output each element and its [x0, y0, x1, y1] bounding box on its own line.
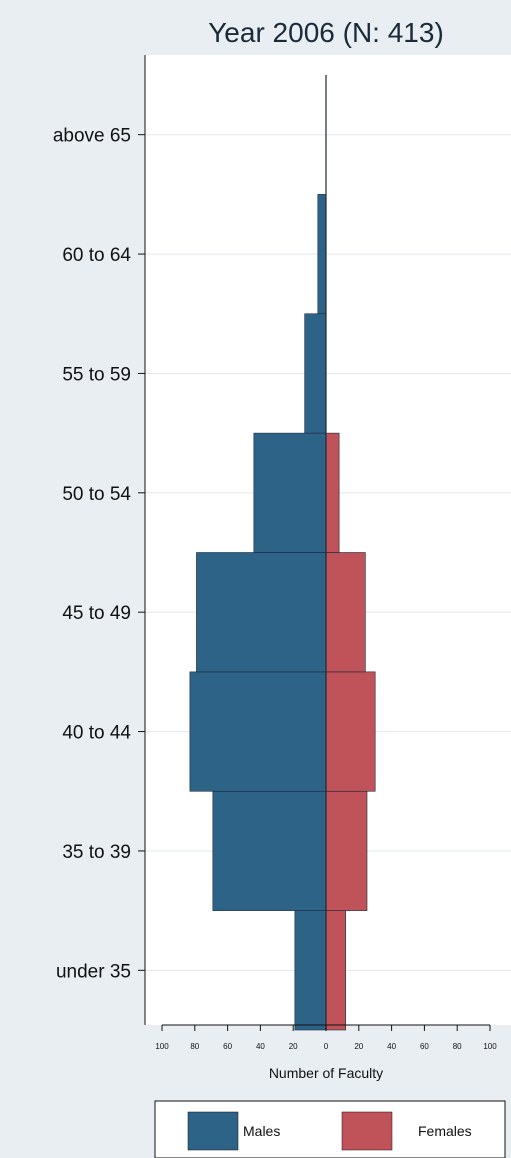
- bar-males-3: [196, 552, 327, 673]
- bar-males-0: [294, 910, 327, 1031]
- bar-females-2: [325, 671, 376, 792]
- y-tick-label-7: above 65: [53, 126, 131, 147]
- x-tick-label-9: 80: [453, 1042, 462, 1051]
- x-tick-label-8: 60: [420, 1042, 429, 1051]
- chart-title: Year 2006 (N: 413): [208, 17, 444, 48]
- legend-label-males: Males: [243, 1123, 280, 1139]
- x-tick-label-0: 100: [155, 1042, 169, 1051]
- bar-females-4: [325, 432, 340, 553]
- x-tick-label-7: 40: [387, 1042, 396, 1051]
- bar-males-6: [317, 194, 327, 315]
- y-tick-label-0: under 35: [56, 961, 131, 982]
- x-tick-label-5: 0: [324, 1042, 329, 1051]
- x-tick-label-6: 20: [354, 1042, 363, 1051]
- x-tick-label-2: 60: [223, 1042, 232, 1051]
- bar-females-0: [325, 910, 346, 1031]
- legend-swatch-males: [187, 1111, 239, 1151]
- bars: [189, 194, 376, 1031]
- y-tick-label-5: 55 to 59: [62, 364, 131, 385]
- bar-males-5: [304, 313, 327, 434]
- x-axis-label: Number of Faculty: [269, 1065, 383, 1081]
- bar-males-4: [253, 432, 327, 553]
- bar-males-1: [212, 790, 327, 911]
- legend-label-females: Females: [418, 1123, 472, 1139]
- legend: Males Females: [154, 1100, 506, 1158]
- y-tick-label-1: 35 to 39: [62, 842, 131, 863]
- x-tick-label-10: 100: [483, 1042, 497, 1051]
- bar-females-3: [325, 552, 366, 673]
- y-tick-label-6: 60 to 64: [62, 245, 131, 266]
- y-tick-label-2: 40 to 44: [62, 723, 131, 744]
- x-axis-ticks: 100 80 60 40 20 0 20 40 60 80 100: [155, 1025, 497, 1051]
- bar-females-1: [325, 790, 368, 911]
- x-tick-label-3: 40: [256, 1042, 265, 1051]
- x-tick-label-1: 80: [190, 1042, 199, 1051]
- y-tick-label-4: 50 to 54: [62, 484, 131, 505]
- bar-males-2: [189, 671, 327, 792]
- y-tick-label-3: 45 to 49: [62, 603, 131, 624]
- x-tick-label-4: 20: [289, 1042, 298, 1051]
- legend-swatch-females: [341, 1111, 393, 1151]
- y-axis-ticks: under 35 35 to 39 40 to 44 45 to 49 50 to 54…: [53, 126, 145, 982]
